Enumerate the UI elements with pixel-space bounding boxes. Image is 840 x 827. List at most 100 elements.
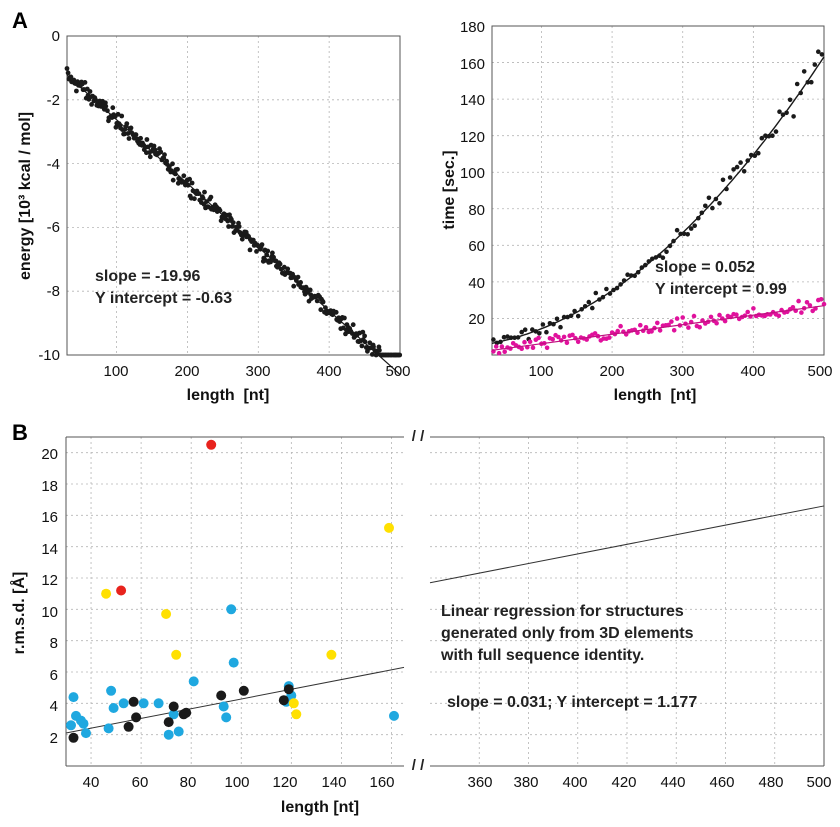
rmsd-xtick-right: 500 (806, 774, 831, 791)
energy-ytick: 0 (52, 28, 60, 45)
rmsd-note-line2: generated only from 3D elements (441, 625, 694, 642)
energy-data-point (152, 147, 158, 153)
rmsd-data-point (188, 676, 199, 687)
rmsd-data-point (389, 710, 399, 721)
rmsd-xtick-right: 440 (660, 774, 685, 791)
rmsd-xtick-left: 60 (132, 774, 149, 791)
rmsd-data-point (283, 684, 294, 695)
time-point-magenta (680, 315, 685, 320)
time-point-black (794, 81, 800, 87)
time-point-black (734, 164, 740, 170)
time-ytick: 80 (468, 202, 485, 219)
rmsd-xtick-left: 80 (180, 774, 197, 791)
energy-ytick: -4 (47, 156, 60, 173)
energy-data-point (113, 124, 119, 130)
rmsd-xtick-right: 460 (709, 774, 734, 791)
time-point-black (759, 135, 765, 141)
rmsd-xtick-left: 140 (321, 774, 346, 791)
energy-data-point (64, 66, 70, 71)
time-point-black (558, 324, 563, 330)
energy-data-point (247, 247, 253, 253)
time-point-magenta (530, 345, 536, 351)
rmsd-data-point (226, 604, 237, 615)
energy-data-point (218, 218, 224, 224)
energy-data-point (350, 322, 356, 328)
time-point-black (773, 129, 779, 134)
rmsd-ytick: 6 (50, 667, 58, 684)
rmsd-data-point (171, 649, 182, 660)
time-point-magenta (799, 310, 804, 315)
time-point-magenta (499, 344, 505, 349)
time-point-magenta (669, 319, 674, 324)
rmsd-data-point (384, 522, 394, 533)
time-point-black (667, 243, 673, 249)
time-point-magenta (714, 320, 719, 326)
time-point-black (554, 316, 560, 322)
time-point-magenta (657, 328, 663, 333)
time-xtick: 400 (740, 363, 765, 380)
energy-data-point (254, 249, 259, 254)
time-ytick: 160 (460, 56, 485, 73)
rmsd-grid (66, 437, 824, 766)
rmsd-data-point (181, 707, 192, 718)
time-point-black (575, 313, 581, 319)
energy-data-point (318, 307, 324, 313)
energy-data-point (187, 176, 193, 182)
rmsd-xtick-left: 40 (83, 774, 100, 791)
time-point-black (491, 337, 496, 342)
rmsd-data-point (68, 732, 79, 743)
energy-data-point (162, 152, 167, 158)
time-xlabel: length [nt] (614, 387, 697, 404)
energy-data-point (307, 287, 313, 293)
axis-break-top: / / (412, 428, 425, 445)
rmsd-data-point (173, 726, 184, 737)
rmsd-ytick: 10 (41, 604, 58, 621)
rmsd-ytick: 2 (50, 730, 58, 747)
energy-data-point (126, 136, 132, 141)
energy-data-point (333, 309, 339, 315)
time-fit-line-magenta (491, 305, 825, 351)
time-point-black (703, 203, 708, 209)
energy-data-point (239, 236, 245, 242)
time-point-black (593, 290, 599, 296)
energy-ytick: -10 (38, 347, 60, 364)
energy-data-point (170, 177, 176, 183)
time-point-black (731, 167, 736, 172)
energy-xtick: 100 (103, 363, 128, 380)
time-point-black (519, 329, 524, 335)
energy-data-point (103, 100, 108, 106)
rmsd-data-point (68, 692, 79, 703)
time-point-magenta (592, 331, 598, 336)
time-point-magenta (522, 339, 527, 345)
rmsd-xtick-right: 380 (513, 774, 538, 791)
energy-data-point (359, 343, 365, 349)
time-point-magenta (671, 328, 677, 333)
rmsd-ytick: 4 (50, 698, 58, 715)
time-point-magenta (561, 334, 567, 340)
time-point-black (540, 322, 546, 327)
time-point-black (710, 205, 715, 211)
time-ytick: 120 (460, 129, 485, 146)
energy-data-point (181, 173, 187, 179)
time-point-magenta (734, 312, 739, 318)
energy-ylabel: energy [10³ kcal / mol] (17, 112, 34, 280)
time-point-magenta (584, 337, 589, 342)
time-point-magenta (502, 349, 508, 355)
time-point-black (706, 195, 712, 201)
time-xtick: 100 (528, 363, 553, 380)
rmsd-data-point (101, 588, 112, 599)
rmsd-xtick-right: 400 (562, 774, 587, 791)
energy-data-point (115, 111, 121, 117)
time-point-magenta (570, 332, 575, 338)
time-point-black (756, 150, 761, 156)
time-point-magenta (722, 318, 728, 324)
time-point-black (660, 255, 666, 260)
time-point-black (717, 201, 722, 206)
time-point-magenta (638, 322, 643, 328)
energy-data-point (170, 161, 175, 167)
time-point-magenta (519, 346, 524, 352)
rmsd-ytick: 12 (41, 572, 58, 589)
energy-xtick: 500 (385, 363, 410, 380)
time-point-magenta (649, 329, 654, 334)
